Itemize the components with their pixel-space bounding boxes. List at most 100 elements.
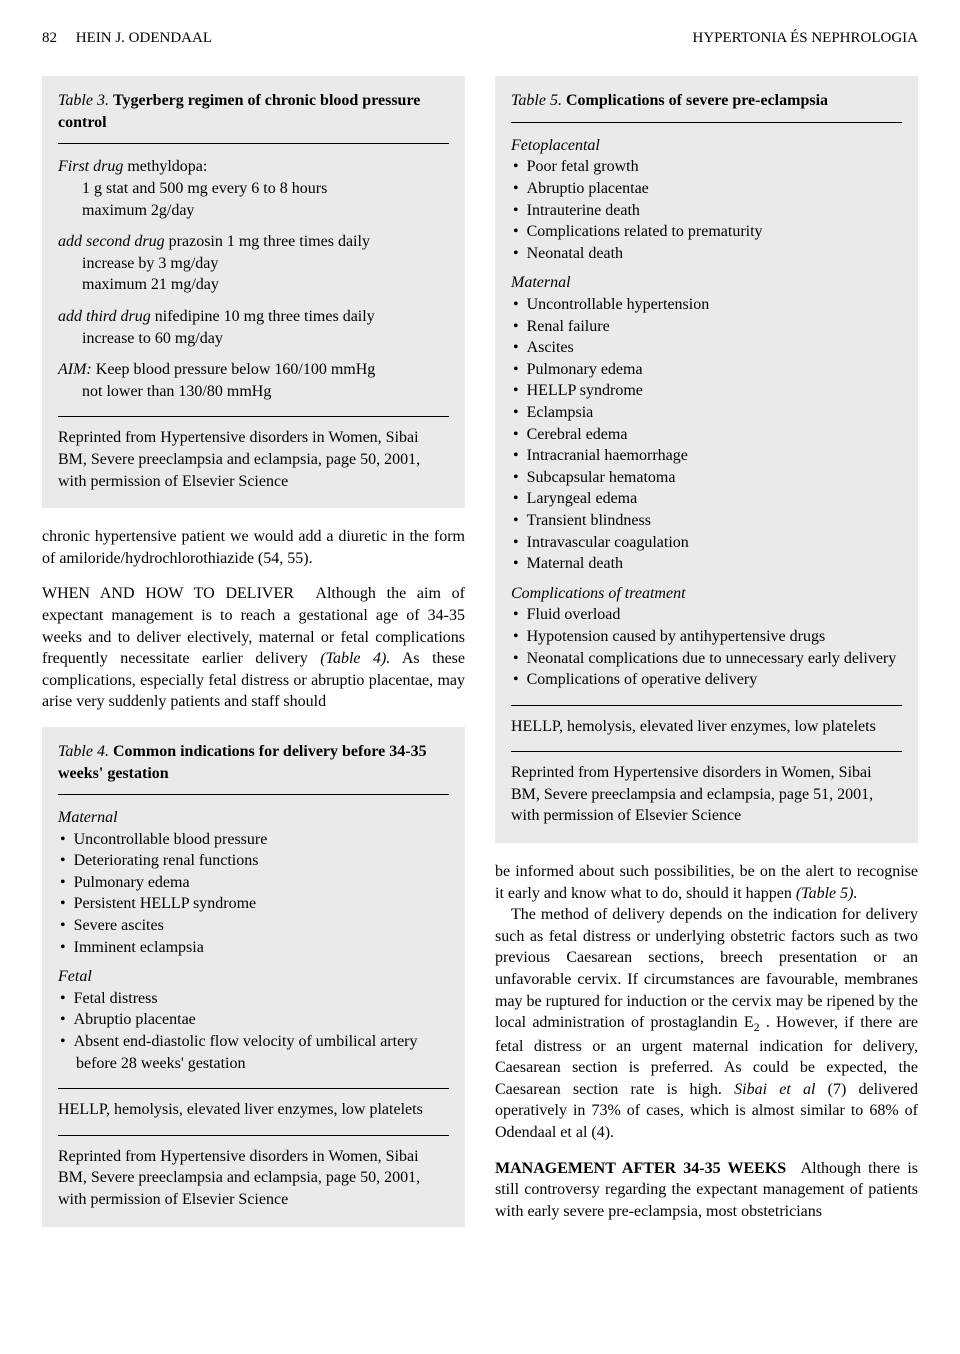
table-4-rule-1 bbox=[58, 1088, 449, 1089]
page-number: 82 bbox=[42, 30, 57, 46]
list-item: Maternal death bbox=[527, 553, 902, 575]
table-3-box: Table 3. Tygerberg regimen of chronic bl… bbox=[42, 76, 465, 508]
table-3-label: Table 3. bbox=[58, 92, 109, 109]
table-4-attribution: Reprinted from Hypertensive disorders in… bbox=[58, 1146, 449, 1211]
second-drug-name: prazosin 1 mg three times daily bbox=[165, 233, 370, 250]
list-item: Neonatal complications due to unnecessar… bbox=[527, 648, 902, 670]
list-item: Fetal distress bbox=[74, 988, 449, 1010]
header-journal: HYPERTONIA ÉS NEPHROLOGIA bbox=[693, 28, 919, 48]
two-column-layout: Table 3. Tygerberg regimen of chronic bl… bbox=[42, 76, 918, 1244]
third-drug-lines: increase to 60 mg/day bbox=[58, 328, 449, 350]
table-5-feto-list: Poor fetal growth Abruptio placentae Int… bbox=[511, 156, 902, 264]
second-drug-lines: increase by 3 mg/day maximum 21 mg/day bbox=[58, 253, 449, 296]
table-3-third-drug: add third drug nifedipine 10 mg three ti… bbox=[58, 306, 449, 349]
table-5-maternal-head: Maternal bbox=[511, 272, 902, 294]
third-drug-line: increase to 60 mg/day bbox=[82, 328, 449, 350]
list-item: Uncontrollable hypertension bbox=[527, 294, 902, 316]
aim-line2: not lower than 130/80 mmHg bbox=[58, 381, 449, 403]
first-drug-line: maximum 2g/day bbox=[82, 200, 449, 222]
list-item: Pulmonary edema bbox=[527, 359, 902, 381]
management-runin: MANAGEMENT AFTER 34-35 WEEKS bbox=[495, 1160, 786, 1177]
list-item: Persistent HELLP syndrome bbox=[74, 893, 449, 915]
list-item: Complications related to prematurity bbox=[527, 221, 902, 243]
list-item: Intravascular coagulation bbox=[527, 532, 902, 554]
table-4-title: Table 4. Common indications for delivery… bbox=[58, 741, 449, 795]
list-item: Fluid overload bbox=[527, 604, 902, 626]
list-item: Transient blindness bbox=[527, 510, 902, 532]
second-drug-line: increase by 3 mg/day bbox=[82, 253, 449, 275]
right-para-1: be informed about such possibilities, be… bbox=[495, 861, 918, 904]
page-header: 82 HEIN J. ODENDAAL HYPERTONIA ÉS NEPHRO… bbox=[42, 28, 918, 48]
left-para-2: WHEN AND HOW TO DELIVER Although the aim… bbox=[42, 583, 465, 713]
table-5-label: Table 5. bbox=[511, 92, 562, 109]
right-para-2a: The method of delivery depends on the in… bbox=[495, 906, 918, 1031]
list-item: Uncontrollable blood pressure bbox=[74, 829, 449, 851]
list-item: Eclampsia bbox=[527, 402, 902, 424]
right-para-2: The method of delivery depends on the in… bbox=[495, 904, 918, 1143]
list-item: Ascites bbox=[527, 337, 902, 359]
table-5-feto-head: Fetoplacental bbox=[511, 135, 902, 157]
list-item: Complications of operative delivery bbox=[527, 669, 902, 691]
header-author: HEIN J. ODENDAAL bbox=[76, 30, 212, 46]
table-3-second-drug: add second drug prazosin 1 mg three time… bbox=[58, 231, 449, 296]
list-item: Poor fetal growth bbox=[527, 156, 902, 178]
table-4-rule-2 bbox=[58, 1135, 449, 1136]
table-3-attribution: Reprinted from Hypertensive disorders in… bbox=[58, 427, 449, 492]
left-column: Table 3. Tygerberg regimen of chronic bl… bbox=[42, 76, 465, 1244]
first-drug-lines: 1 g stat and 500 mg every 6 to 8 hours m… bbox=[58, 178, 449, 221]
table-5-title: Table 5. Complications of severe pre-ecl… bbox=[511, 90, 902, 123]
table-3-first-drug: First drug methyldopa: 1 g stat and 500 … bbox=[58, 156, 449, 221]
table-5-rule-2 bbox=[511, 751, 902, 752]
table-3-title: Table 3. Tygerberg regimen of chronic bl… bbox=[58, 90, 449, 144]
table-5-maternal-list: Uncontrollable hypertension Renal failur… bbox=[511, 294, 902, 575]
table-3-caption: Tygerberg regimen of chronic blood press… bbox=[58, 92, 420, 131]
right-para-3: MANAGEMENT AFTER 34-35 WEEKS Although th… bbox=[495, 1158, 918, 1223]
list-item: Intracranial haemorrhage bbox=[527, 445, 902, 467]
table-4-label: Table 4. bbox=[58, 743, 109, 760]
table-5-rule-1 bbox=[511, 705, 902, 706]
table-5-footer: HELLP, hemolysis, elevated liver enzymes… bbox=[511, 716, 902, 738]
first-drug-line: 1 g stat and 500 mg every 6 to 8 hours bbox=[82, 178, 449, 200]
list-item: Hypotension caused by antihypertensive d… bbox=[527, 626, 902, 648]
list-item: Abruptio placentae bbox=[527, 178, 902, 200]
list-item: Laryngeal edema bbox=[527, 488, 902, 510]
right-para-1-ref: (Table 5). bbox=[796, 885, 858, 902]
list-item: Cerebral edema bbox=[527, 424, 902, 446]
table-4-caption: Common indications for delivery before 3… bbox=[58, 743, 427, 782]
table-5-caption: Complications of severe pre-eclampsia bbox=[566, 92, 828, 109]
second-drug-line: maximum 21 mg/day bbox=[82, 274, 449, 296]
right-column: Table 5. Complications of severe pre-ecl… bbox=[495, 76, 918, 1244]
list-item: Intrauterine death bbox=[527, 200, 902, 222]
table-4-footer: HELLP, hemolysis, elevated liver enzymes… bbox=[58, 1099, 449, 1121]
first-drug-name: methyldopa: bbox=[123, 158, 207, 175]
header-left: 82 HEIN J. ODENDAAL bbox=[42, 28, 212, 48]
third-drug-name: nifedipine 10 mg three times daily bbox=[151, 308, 375, 325]
list-item: Absent end-diastolic flow velocity of um… bbox=[74, 1031, 449, 1074]
list-item: HELLP syndrome bbox=[527, 380, 902, 402]
table-5-box: Table 5. Complications of severe pre-ecl… bbox=[495, 76, 918, 843]
left-para-2-ref: (Table 4). bbox=[320, 650, 390, 667]
third-drug-head: add third drug bbox=[58, 308, 151, 325]
table-4-fetal-head: Fetal bbox=[58, 966, 449, 988]
list-item: Renal failure bbox=[527, 316, 902, 338]
left-para-1: chronic hypertensive patient we would ad… bbox=[42, 526, 465, 569]
aim-text: Keep blood pressure below 160/100 mmHg bbox=[92, 361, 376, 378]
right-para-2-it1: Sibai et al bbox=[734, 1081, 815, 1098]
list-item: Deteriorating renal functions bbox=[74, 850, 449, 872]
table-5-treat-head: Complications of treatment bbox=[511, 583, 902, 605]
first-drug-head: First drug bbox=[58, 158, 123, 175]
table-3-rule bbox=[58, 416, 449, 417]
aim-head: AIM: bbox=[58, 361, 92, 378]
table-4-maternal-head: Maternal bbox=[58, 807, 449, 829]
list-item: Severe ascites bbox=[74, 915, 449, 937]
table-3-aim: AIM: Keep blood pressure below 160/100 m… bbox=[58, 359, 449, 402]
list-item: Subcapsular hematoma bbox=[527, 467, 902, 489]
table-4-fetal-list: Fetal distress Abruptio placentae Absent… bbox=[58, 988, 449, 1074]
list-item: Imminent eclampsia bbox=[74, 937, 449, 959]
table-4-box: Table 4. Common indications for delivery… bbox=[42, 727, 465, 1227]
second-drug-head: add second drug bbox=[58, 233, 165, 250]
table-5-treat-list: Fluid overload Hypotension caused by ant… bbox=[511, 604, 902, 690]
list-item: Neonatal death bbox=[527, 243, 902, 265]
list-item: Pulmonary edema bbox=[74, 872, 449, 894]
table-4-maternal-list: Uncontrollable blood pressure Deteriorat… bbox=[58, 829, 449, 959]
